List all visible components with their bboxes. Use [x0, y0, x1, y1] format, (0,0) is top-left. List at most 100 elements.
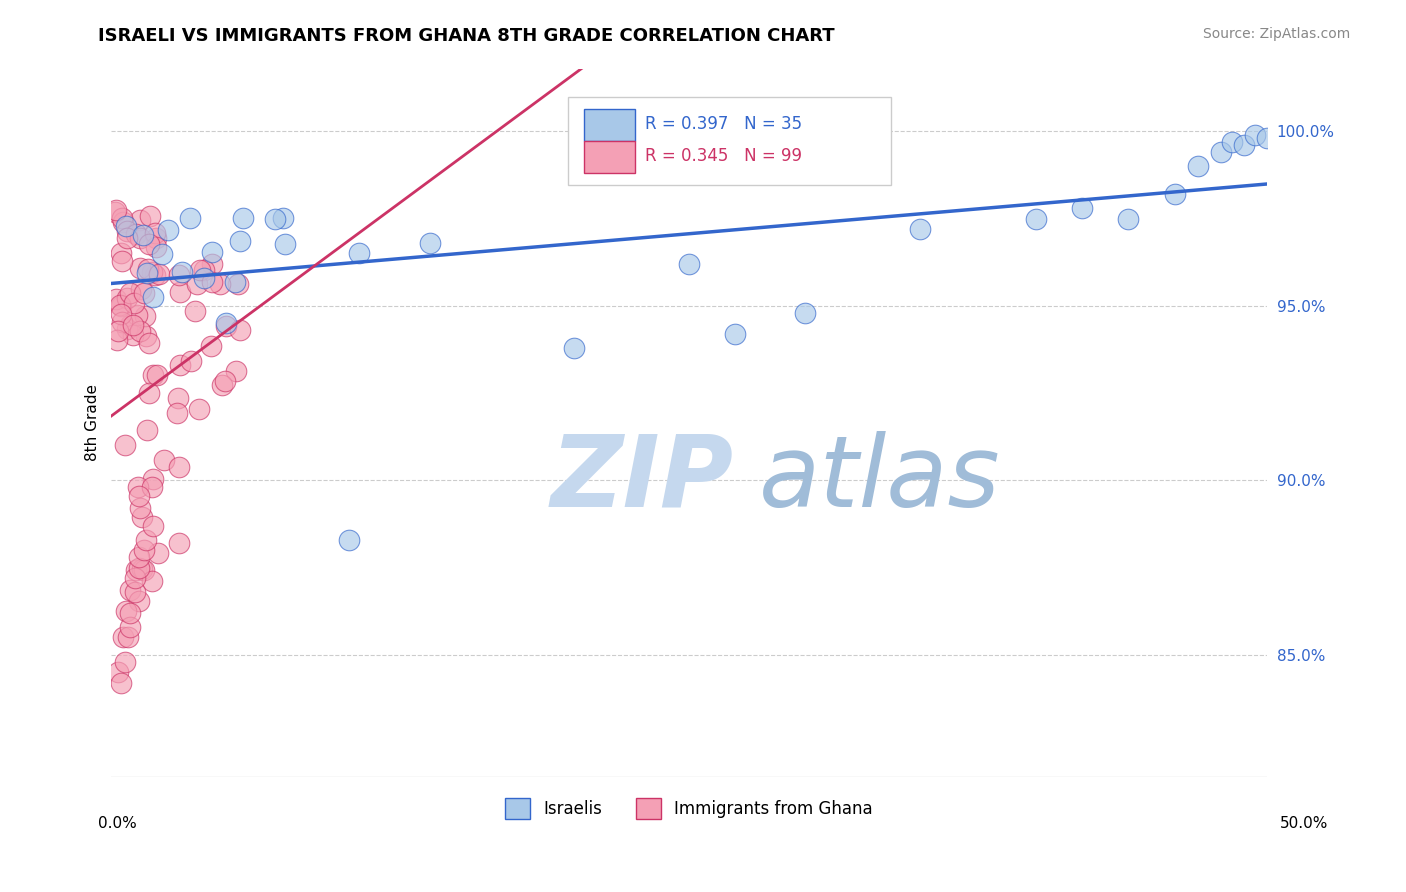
Point: [186, 277, 208, 291]
Point: [134, 309, 156, 323]
Point: [167, 460, 190, 475]
Point: [131, 562, 153, 576]
Point: [172, 265, 194, 279]
Point: [264, 212, 287, 227]
Point: [129, 282, 152, 296]
Point: [124, 571, 146, 585]
Point: [141, 574, 163, 588]
Point: [209, 277, 232, 292]
Point: [115, 224, 138, 238]
Point: [131, 510, 153, 524]
Point: [136, 423, 159, 437]
Point: [1187, 159, 1209, 173]
Point: [150, 247, 173, 261]
Point: [118, 606, 141, 620]
Point: [141, 265, 163, 279]
Point: [129, 231, 152, 245]
Point: [128, 489, 150, 503]
Point: [121, 327, 143, 342]
Text: 50.0%: 50.0%: [1281, 816, 1329, 831]
Point: [135, 266, 157, 280]
Point: [1209, 145, 1232, 160]
Point: [152, 453, 174, 467]
Point: [129, 213, 152, 227]
Point: [115, 322, 138, 336]
Point: [156, 222, 179, 236]
Point: [117, 630, 139, 644]
Point: [215, 318, 238, 333]
Point: [271, 211, 294, 226]
Point: [129, 500, 152, 515]
Text: R = 0.397   N = 35: R = 0.397 N = 35: [645, 115, 803, 133]
Point: [142, 472, 165, 486]
Point: [107, 324, 129, 338]
Point: [108, 298, 131, 312]
Point: [114, 438, 136, 452]
Point: [139, 209, 162, 223]
Point: [105, 333, 128, 347]
Point: [138, 386, 160, 401]
Point: [131, 227, 153, 242]
Point: [135, 533, 157, 547]
Text: atlas: atlas: [759, 431, 1000, 528]
Point: [120, 318, 142, 332]
Point: [128, 549, 150, 564]
Point: [910, 222, 932, 236]
Point: [793, 306, 815, 320]
Point: [124, 585, 146, 599]
Point: [229, 235, 252, 249]
Point: [180, 353, 202, 368]
Point: [232, 211, 254, 226]
Point: [125, 308, 148, 322]
Point: [132, 286, 155, 301]
Point: [200, 339, 222, 353]
Point: [224, 275, 246, 289]
Point: [214, 316, 236, 330]
Text: ZIP: ZIP: [551, 431, 734, 528]
Point: [678, 257, 700, 271]
Point: [110, 675, 132, 690]
Point: [1233, 138, 1256, 153]
Point: [1244, 128, 1267, 142]
Point: [125, 563, 148, 577]
Point: [1256, 131, 1278, 145]
Point: [128, 594, 150, 608]
Point: [274, 236, 297, 251]
Point: [1163, 187, 1185, 202]
Point: [115, 231, 138, 245]
Point: [148, 267, 170, 281]
Point: [118, 620, 141, 634]
Point: [112, 215, 135, 229]
Point: [184, 304, 207, 318]
Point: [225, 364, 247, 378]
Y-axis label: 8th Grade: 8th Grade: [86, 384, 100, 461]
Point: [110, 245, 132, 260]
Point: [141, 480, 163, 494]
Point: [169, 285, 191, 299]
Point: [337, 533, 360, 547]
Point: [211, 378, 233, 392]
Point: [122, 296, 145, 310]
Point: [419, 235, 441, 250]
Point: [142, 290, 165, 304]
Point: [145, 240, 167, 254]
Point: [193, 271, 215, 285]
Legend: Israelis, Immigrants from Ghana: Israelis, Immigrants from Ghana: [499, 791, 880, 825]
Text: R = 0.345   N = 99: R = 0.345 N = 99: [645, 146, 803, 165]
Text: ISRAELI VS IMMIGRANTS FROM GHANA 8TH GRADE CORRELATION CHART: ISRAELI VS IMMIGRANTS FROM GHANA 8TH GRA…: [98, 27, 835, 45]
Point: [115, 291, 138, 305]
Point: [125, 227, 148, 242]
Point: [110, 307, 132, 321]
Point: [167, 268, 190, 283]
Point: [138, 237, 160, 252]
Point: [104, 205, 127, 219]
Point: [136, 261, 159, 276]
Point: [129, 261, 152, 276]
Point: [1118, 211, 1140, 226]
Point: [1025, 211, 1047, 226]
Point: [110, 299, 132, 313]
Point: [142, 368, 165, 382]
Point: [115, 604, 138, 618]
Point: [169, 358, 191, 372]
Point: [105, 293, 128, 307]
